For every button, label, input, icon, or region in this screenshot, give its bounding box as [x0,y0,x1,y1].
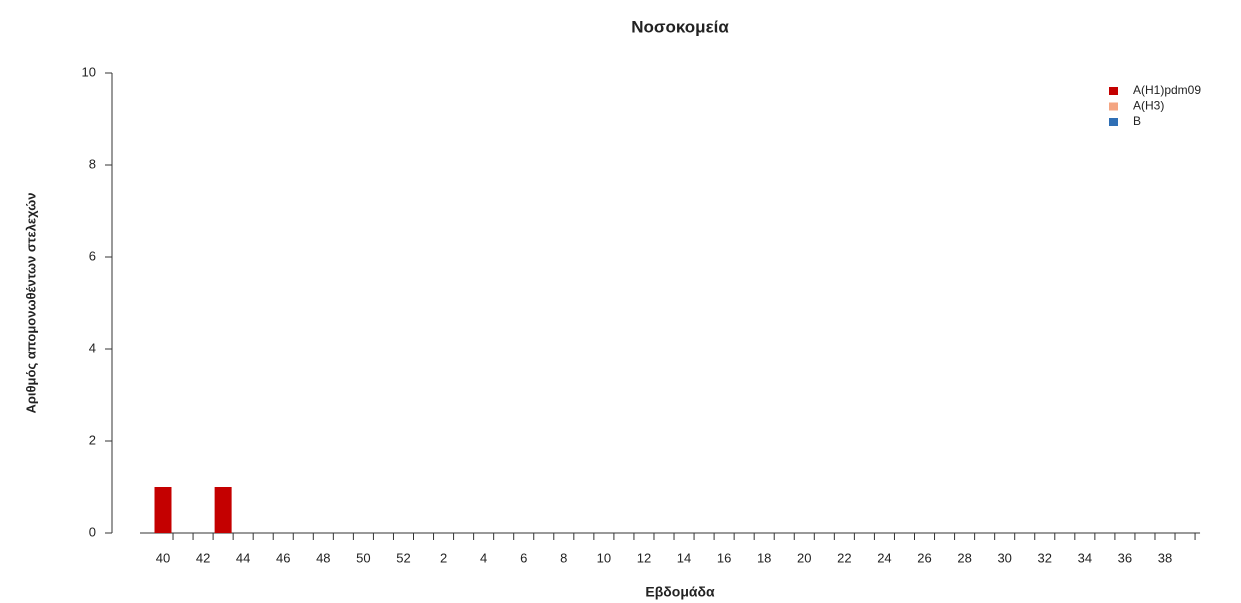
x-tick-label: 28 [957,550,971,565]
legend-label: A(H1)pdm09 [1133,83,1201,97]
x-tick-label: 4 [480,550,487,565]
x-tick-label: 48 [316,550,330,565]
x-tick-label: 46 [276,550,290,565]
x-tick-label: 30 [997,550,1011,565]
x-tick-label: 22 [837,550,851,565]
x-tick-label: 44 [236,550,250,565]
x-tick-label: 18 [757,550,771,565]
x-tick-label: 24 [877,550,891,565]
x-tick-label: 32 [1038,550,1052,565]
x-tick-label: 50 [356,550,370,565]
x-tick-label: 52 [396,550,410,565]
x-tick-label: 38 [1158,550,1172,565]
y-tick-label: 10 [82,64,96,79]
bar [214,487,232,533]
x-tick-label: 36 [1118,550,1132,565]
x-tick-label: 10 [597,550,611,565]
x-tick-label: 16 [717,550,731,565]
y-tick-label: 0 [89,524,96,539]
chart-title: Νοσοκομεία [631,17,729,36]
y-tick-label: 2 [89,432,96,447]
legend-swatch [1109,102,1118,111]
legend-label: B [1133,114,1141,128]
x-tick-label: 42 [196,550,210,565]
legend-swatch [1109,87,1118,95]
legend-label: A(H3) [1133,99,1164,113]
bar [154,487,172,533]
legend-swatch [1109,118,1118,126]
y-tick-label: 4 [89,340,96,355]
y-tick-label: 8 [89,156,96,171]
x-axis-label: Εβδομάδα [645,584,715,600]
x-tick-label: 26 [917,550,931,565]
x-tick-label: 2 [440,550,447,565]
x-tick-label: 14 [677,550,691,565]
x-tick-label: 20 [797,550,811,565]
x-tick-label: 6 [520,550,527,565]
x-tick-label: 34 [1078,550,1092,565]
y-axis-label: Αριθμός απομονωθέντων στελεχών [23,192,38,413]
y-tick-label: 6 [89,248,96,263]
x-tick-label: 40 [156,550,170,565]
x-tick-label: 8 [560,550,567,565]
x-tick-label: 12 [637,550,651,565]
